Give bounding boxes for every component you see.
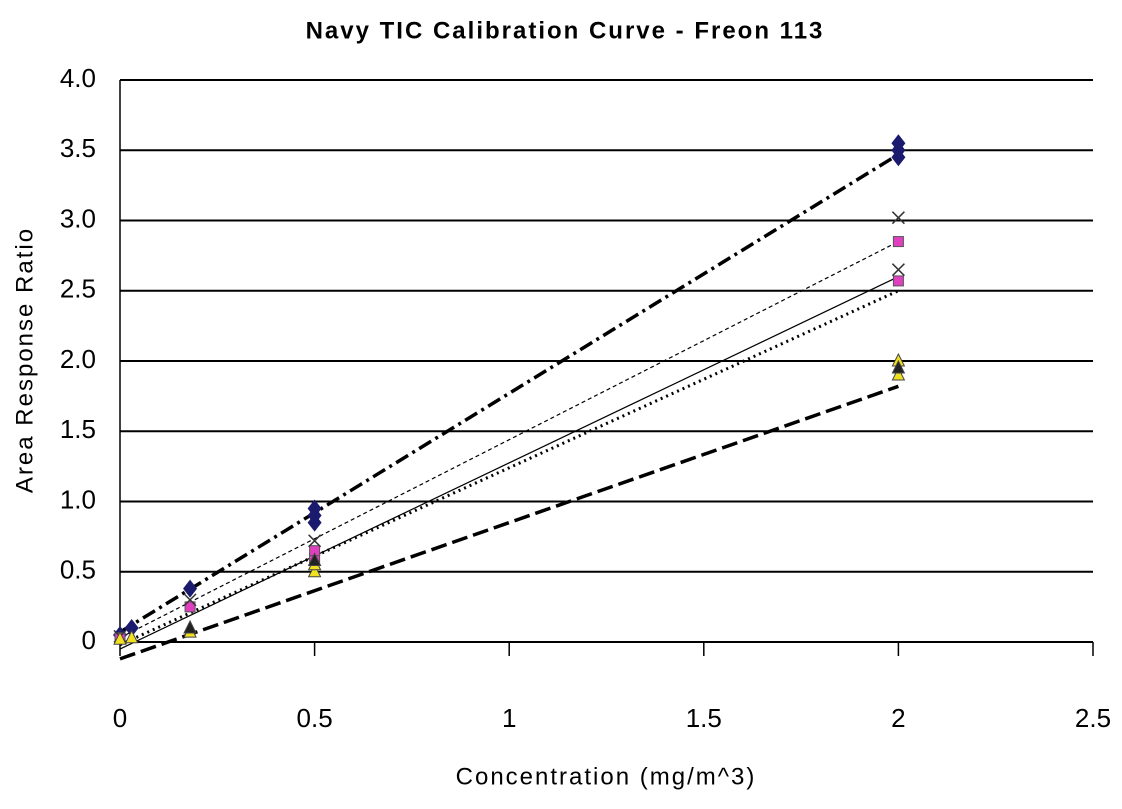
trendline bbox=[119, 289, 900, 647]
trendline bbox=[119, 152, 900, 634]
point bbox=[308, 534, 322, 548]
point bbox=[891, 211, 905, 225]
y-tick-label: 2.0 bbox=[60, 344, 96, 374]
x-tick-label: 2 bbox=[891, 703, 905, 733]
x-tick-label: 1 bbox=[502, 703, 516, 733]
y-tick-label: 1.0 bbox=[60, 484, 96, 514]
x-axis-label: Concentration (mg/m^3) bbox=[456, 763, 757, 790]
y-tick-label: 1.5 bbox=[60, 414, 96, 444]
x-tick-label: 0.5 bbox=[297, 703, 333, 733]
trendline bbox=[119, 241, 899, 639]
y-tick-label: 2.5 bbox=[60, 274, 96, 304]
y-tick-label: 4.0 bbox=[60, 63, 96, 93]
point bbox=[184, 601, 196, 613]
y-tick-label: 3.0 bbox=[60, 203, 96, 233]
point bbox=[124, 629, 139, 644]
chart-title: Navy TIC Calibration Curve - Freon 113 bbox=[306, 17, 825, 44]
point bbox=[891, 366, 906, 381]
point bbox=[307, 552, 322, 567]
point bbox=[307, 563, 322, 578]
point bbox=[124, 618, 139, 637]
point bbox=[183, 579, 198, 598]
point bbox=[891, 134, 906, 153]
trendline bbox=[119, 276, 899, 650]
trendline bbox=[119, 384, 899, 661]
point bbox=[113, 631, 127, 645]
point bbox=[892, 275, 904, 287]
y-tick-label: 3.5 bbox=[60, 133, 96, 163]
x-tick-label: 1.5 bbox=[686, 703, 722, 733]
point bbox=[183, 619, 197, 634]
point bbox=[307, 499, 322, 518]
x-tick-label: 0 bbox=[113, 703, 127, 733]
point bbox=[891, 263, 905, 277]
point bbox=[891, 359, 906, 374]
y-axis-label: Area Response Ratio bbox=[11, 227, 38, 493]
y-tick-label: 0 bbox=[82, 625, 96, 655]
y-tick-label: 0.5 bbox=[60, 555, 96, 585]
point bbox=[183, 593, 197, 607]
x-tick-label: 2.5 bbox=[1075, 703, 1111, 733]
point bbox=[892, 236, 904, 248]
